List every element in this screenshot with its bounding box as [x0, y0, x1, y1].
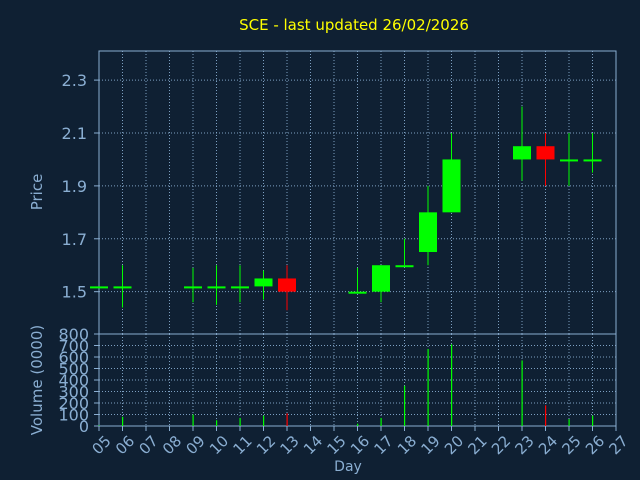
volume-bars	[98, 344, 594, 426]
candle	[372, 265, 390, 303]
candle-body	[278, 278, 296, 292]
x-tick-label: 19	[418, 432, 444, 458]
price-axis-label: Price	[28, 174, 46, 211]
x-tick-label: 26	[582, 432, 608, 458]
candle-body	[254, 278, 273, 287]
price-y-ticks: 1.5 1.7 1.9 2.1 2.3	[62, 71, 99, 302]
x-tick-label: 14	[300, 432, 326, 458]
volume-bar	[357, 423, 359, 426]
volume-bar	[216, 420, 218, 426]
volume-bar	[380, 417, 382, 426]
volume-bar	[568, 419, 570, 426]
candle	[583, 132, 602, 173]
volume-bar	[451, 344, 453, 426]
candle	[536, 132, 555, 186]
price-y-tick-label: 1.7	[62, 230, 87, 249]
candle-body	[184, 286, 202, 289]
candle	[231, 265, 249, 303]
volume-y-tick-label: 700	[58, 337, 89, 356]
price-y-tick-label: 1.5	[62, 283, 87, 302]
x-tick-label: 05	[89, 432, 115, 458]
volume-y-tick-label: 100	[58, 406, 89, 425]
x-tick-label: 12	[253, 432, 279, 458]
candle	[513, 106, 531, 181]
x-tick-label: 22	[488, 432, 514, 458]
candle-body	[348, 291, 367, 294]
candle	[419, 185, 437, 266]
volume-y-tick-label: 0	[79, 417, 89, 436]
chart-title: SCE - last updated 26/02/2026	[239, 16, 469, 34]
candle	[348, 267, 367, 294]
x-tick-label: 27	[606, 432, 632, 458]
x-tick-label: 17	[371, 432, 397, 458]
volume-bar	[427, 348, 429, 426]
candle	[207, 265, 226, 305]
volume-y-tick-label: 500	[58, 360, 89, 379]
candle	[560, 132, 578, 186]
volume-bar	[98, 425, 100, 426]
x-tick-label: 24	[535, 432, 561, 458]
candle	[395, 238, 414, 268]
volume-y-tick-label: 600	[58, 348, 89, 367]
price-panel: 1.5 1.7 1.9 2.1 2.3 Price	[28, 50, 617, 335]
price-y-tick-label: 2.3	[62, 71, 87, 90]
candle-body	[560, 159, 578, 162]
volume-bar	[239, 417, 241, 426]
candle	[113, 265, 132, 308]
volume-bar	[192, 414, 194, 426]
candle	[442, 132, 461, 213]
candle-body	[90, 286, 108, 289]
volume-bar	[263, 415, 265, 426]
candle-body	[372, 265, 390, 292]
x-tick-label: 16	[347, 432, 373, 458]
volume-y-tick-label: 400	[58, 371, 89, 390]
volume-y-tick-label: 200	[58, 394, 89, 413]
x-tick-label: 13	[277, 432, 303, 458]
volume-bar	[286, 413, 288, 426]
candle-body	[395, 265, 414, 268]
volume-grid	[99, 334, 616, 426]
candle	[184, 267, 202, 303]
x-tick-label: 23	[512, 432, 538, 458]
x-tick-label: 18	[394, 432, 420, 458]
x-tick-label: 11	[230, 432, 256, 458]
candle-body	[442, 159, 461, 213]
candle-body	[113, 286, 132, 289]
volume-axis-label: Volume (0000)	[28, 325, 46, 435]
x-tick-label: 06	[112, 432, 138, 458]
candle	[254, 270, 273, 300]
x-tick-label: 21	[465, 432, 491, 458]
volume-bar	[122, 416, 124, 426]
volume-bar	[404, 385, 406, 426]
volume-bar	[592, 415, 594, 426]
x-tick-label: 10	[206, 432, 232, 458]
volume-y-tick-label: 300	[58, 383, 89, 402]
candle-body	[536, 146, 555, 160]
candlesticks	[90, 106, 602, 311]
x-tick-label: 25	[559, 432, 585, 458]
price-y-tick-label: 2.1	[62, 124, 87, 143]
candle-body	[231, 286, 249, 289]
x-tick-label: 07	[136, 432, 162, 458]
volume-bar	[545, 405, 547, 426]
candle-body	[583, 159, 602, 162]
candle-body	[207, 286, 226, 289]
x-ticks: 0506070809101112131415161718192021222324…	[89, 426, 632, 458]
candle	[278, 265, 296, 311]
volume-y-tick-label: 800	[58, 325, 89, 344]
x-tick-label: 20	[441, 432, 467, 458]
candle-body	[513, 146, 531, 160]
x-axis-label: Day	[334, 459, 362, 475]
price-y-tick-label: 1.9	[62, 177, 87, 196]
x-tick-label: 08	[159, 432, 185, 458]
candle-body	[419, 212, 437, 253]
x-tick-label: 15	[324, 432, 350, 458]
x-tick-label: 09	[183, 432, 209, 458]
candle	[90, 286, 108, 289]
volume-bar	[521, 360, 523, 426]
